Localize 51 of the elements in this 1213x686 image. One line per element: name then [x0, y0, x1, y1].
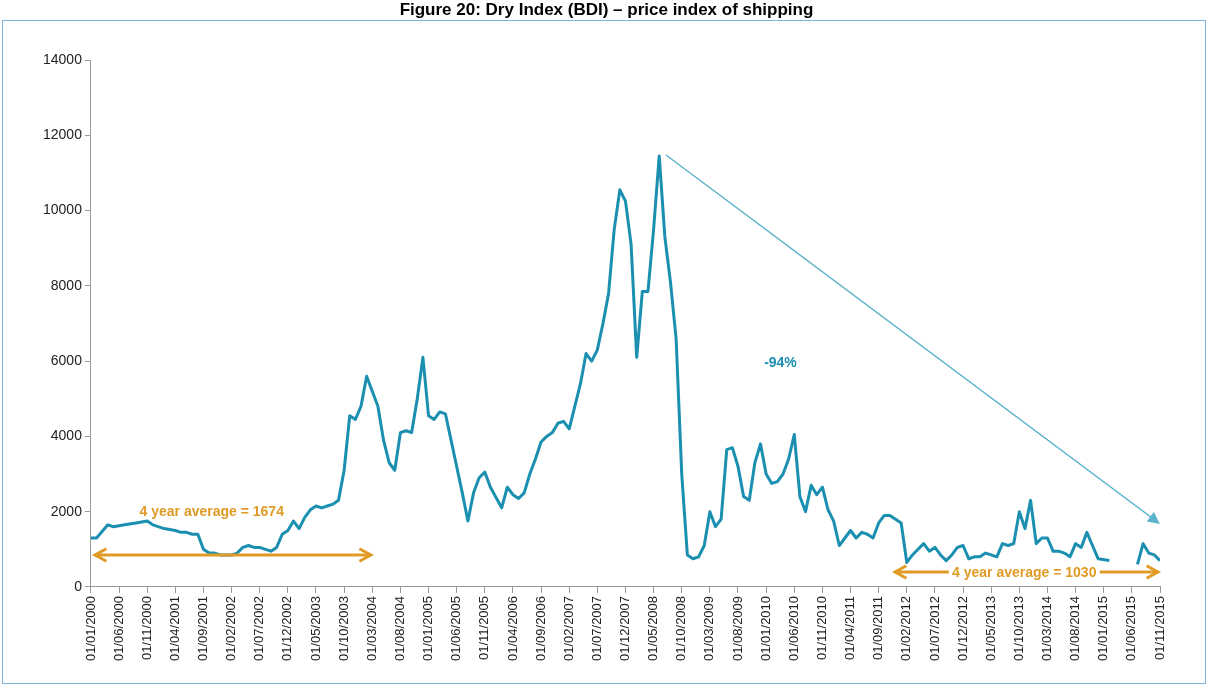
x-tick-label: 01/10/2003: [335, 595, 351, 662]
x-tick-label: 01/08/2014: [1067, 595, 1083, 662]
y-tick-label: 8000: [50, 276, 83, 293]
x-tick-label: 01/07/2002: [251, 595, 267, 662]
x-tick-label: 01/06/2010: [785, 595, 801, 662]
y-tick-label: 12000: [42, 126, 83, 143]
annotation: -94%: [761, 353, 800, 370]
x-tick-label: 01/12/2012: [954, 595, 970, 662]
x-tick-label: 01/11/2000: [138, 595, 154, 661]
x-tick-label: 01/09/2006: [532, 595, 548, 662]
x-tick-label: 01/08/2004: [391, 595, 407, 662]
x-tick-label: 01/05/2008: [645, 595, 661, 662]
annotation: 4 year average = 1674: [136, 502, 287, 519]
y-tick-label: 14000: [42, 50, 83, 67]
x-tick-label: 01/01/2015: [1095, 595, 1111, 662]
x-tick-label: 01/12/2002: [279, 595, 295, 662]
chart-title: Figure 20: Dry Index (BDI) – price index of shipping: [398, 0, 815, 20]
x-tick-label: 01/02/2007: [560, 595, 576, 662]
x-tick-label: 01/08/2009: [729, 595, 745, 662]
x-tick-label: 01/09/2001: [195, 595, 211, 662]
x-tick-label: 01/04/2001: [166, 595, 182, 662]
x-tick-label: 01/10/2013: [1010, 595, 1026, 662]
x-tick-label: 01/06/2005: [448, 595, 464, 662]
annotation: 4 year average = 1030: [949, 564, 1100, 581]
x-tick-label: 01/12/2007: [617, 595, 633, 662]
x-tick-label: 01/06/2015: [1123, 595, 1139, 662]
x-tick-label: 01/04/2006: [504, 595, 520, 662]
y-tick-label: 0: [74, 577, 83, 594]
x-tick-label: 01/01/2005: [420, 595, 436, 662]
x-tick-label: 01/09/2011: [870, 595, 886, 661]
x-tick-label: 01/05/2003: [307, 595, 323, 662]
x-tick-label: 01/05/2013: [982, 595, 998, 662]
x-tick-label: 01/02/2012: [898, 595, 914, 662]
x-tick-label: 01/03/2014: [1039, 595, 1055, 662]
x-tick-label: 01/11/2015: [1151, 595, 1167, 661]
x-tick-label: 01/04/2011: [842, 595, 858, 661]
x-tick-label: 01/03/2004: [363, 595, 379, 662]
y-tick-label: 10000: [42, 201, 83, 218]
y-tick-label: 2000: [50, 502, 83, 519]
x-tick-label: 01/02/2002: [223, 595, 239, 662]
x-tick-label: 01/01/2010: [757, 595, 773, 662]
x-tick-label: 01/03/2009: [701, 595, 717, 662]
y-tick-label: 6000: [50, 351, 83, 368]
x-tick-label: 01/07/2007: [588, 595, 604, 662]
x-tick-label: 01/01/2000: [82, 595, 98, 662]
x-tick-label: 01/07/2012: [926, 595, 942, 662]
x-tick-label: 01/06/2000: [110, 595, 126, 662]
x-tick-label: 01/10/2008: [673, 595, 689, 662]
x-tick-label: 01/11/2010: [813, 595, 829, 661]
y-tick-label: 4000: [50, 427, 83, 444]
x-tick-label: 01/11/2005: [476, 595, 492, 661]
